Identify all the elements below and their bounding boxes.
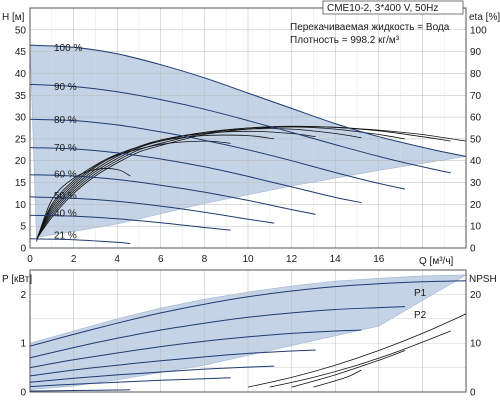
efficiency-curves [36,125,467,242]
power-curve [29,349,316,377]
power-tick-label: 1 [20,339,26,350]
power-curve [29,329,362,369]
y-tick-label: 45 [15,47,27,58]
x-tick-label: 10 [242,254,254,265]
head-curve [29,196,275,224]
x-tick-label: 0 [27,254,33,265]
power-curve [29,365,275,383]
p2-label: P2 [414,310,427,321]
efficiency-curve [36,125,451,240]
speed-label: 70 % [54,143,77,154]
power-curve [29,377,231,388]
efficiency-curve [36,134,275,240]
npsh-curve [313,369,362,388]
head-curve [29,174,316,215]
speed-labels: 100 % 90 % 80 % 70 % 60 % 50 % 40 % 21 % [54,43,82,242]
y-right-tick-label: 40 [470,156,482,167]
y-tick-label: 25 [15,134,27,145]
y-tick-label: 40 [15,69,27,80]
npsh-curves [247,313,467,388]
x-tick-label: 6 [158,254,164,265]
npsh-curve [247,313,467,388]
flow-axis-label: Q [м³/ч] [419,256,454,267]
y-tick-label: 5 [20,222,26,233]
head-chart-frame [29,7,467,249]
npsh-curve [269,330,451,388]
x-tick-label: 14 [330,254,342,265]
y-right-tick-label: 90 [470,47,482,58]
head-curve [29,83,451,174]
head-chart-ticks: 0 2 4 6 8 10 12 14 16 0 5 10 15 20 25 30 35 40 45 50 0 10 20 30… [15,25,487,265]
power-axis-label: P [кВт] [2,274,32,285]
npsh-curve [291,350,406,388]
y-right-tick-label: 80 [470,69,482,80]
x-tick-label: 2 [71,254,77,265]
y-right-tick-label: 60 [470,113,482,124]
y-right-tick-label: 100 [470,25,487,36]
power-curve [29,280,467,347]
head-curves [29,44,467,245]
npsh-axis-label: NPSH [м] [469,274,500,285]
speed-label: 60 % [54,169,77,180]
chart-title-box [322,0,464,15]
npsh-tick-label: 0 [470,388,476,399]
speed-label: 100 % [54,43,82,54]
head-curve [29,238,131,245]
y-tick-label: 10 [15,200,27,211]
efficiency-curve [36,168,131,242]
head-curve [29,214,231,231]
head-curve [29,44,467,157]
x-tick-label: 8 [202,254,208,265]
efficiency-curve [36,140,231,240]
efficiency-curve [36,126,467,240]
head-chart-grid [30,8,466,248]
y-right-tick-label: 20 [470,200,482,211]
power-chart-frame [29,269,467,393]
speed-label: 90 % [54,82,77,93]
power-curve [29,306,406,359]
y-right-tick-label: 50 [470,134,482,145]
npsh-tick-label: 20 [470,290,482,301]
speed-label: 40 % [54,209,77,220]
speed-label: 80 % [54,115,77,126]
head-curve [29,147,362,204]
x-tick-label: 4 [114,254,120,265]
power-curves [29,280,467,392]
power-chart-grid [30,270,466,392]
y-tick-label: 15 [15,178,27,189]
y-tick-label: 20 [15,156,27,167]
y-tick-label: 0 [20,244,26,255]
y-tick-label: 50 [15,25,27,36]
chart-title: CME10-2, 3*400 V, 50Hz [327,3,438,14]
density-annotation: Плотность = 998.2 кг/м³ [290,35,400,46]
y-right-tick-label: 70 [470,91,482,102]
power-tick-label: 0 [20,388,26,399]
power-tick-label: 2 [20,290,26,301]
efficiency-axis-label: eta [%] [469,12,500,23]
y-tick-label: 30 [15,113,27,124]
power-curve [29,389,131,392]
y-right-tick-label: 30 [470,178,482,189]
liquid-annotation: Перекачиваемая жидкость = Вода [290,22,450,33]
y-right-tick-label: 10 [470,222,482,233]
y-right-tick-label: 0 [470,244,476,255]
head-efficiency-chart: 0 2 4 6 8 10 12 14 16 0 5 10 15 20 25 30 35 40 45 50 0 10 20 30… [2,0,500,267]
y-tick-label: 35 [15,91,27,102]
x-tick-label: 12 [286,254,298,265]
speed-label: 21 % [54,230,77,241]
head-axis-label: H [м] [2,12,25,23]
p1-label: P1 [414,288,427,299]
speed-label: 50 % [54,191,77,202]
head-curve [29,118,406,190]
x-tick-label: 16 [373,254,385,265]
npsh-tick-label: 10 [470,339,482,350]
